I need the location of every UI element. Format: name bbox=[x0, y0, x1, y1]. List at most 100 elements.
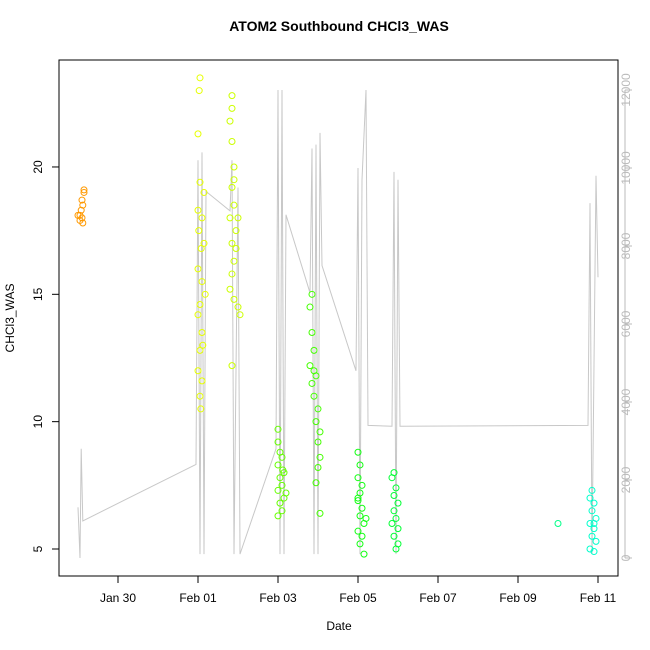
point bbox=[194, 130, 202, 138]
point bbox=[274, 461, 282, 469]
point bbox=[274, 512, 282, 520]
chart-title: ATOM2 Southbound CHCl3_WAS bbox=[229, 18, 449, 34]
point bbox=[308, 290, 316, 298]
point bbox=[590, 499, 598, 507]
point bbox=[232, 244, 240, 252]
point bbox=[226, 117, 234, 125]
point bbox=[310, 392, 318, 400]
point bbox=[228, 270, 236, 278]
point bbox=[226, 214, 234, 222]
point bbox=[234, 303, 242, 311]
x-tick-label: Jan 30 bbox=[100, 591, 136, 605]
point bbox=[226, 285, 234, 293]
point bbox=[588, 507, 596, 515]
point bbox=[354, 494, 362, 502]
y-tick-label: 10 bbox=[31, 415, 45, 429]
point bbox=[586, 520, 594, 528]
point bbox=[356, 461, 364, 469]
point bbox=[314, 405, 322, 413]
point bbox=[316, 428, 324, 436]
point bbox=[360, 550, 368, 558]
y2-tick-label: 10000 bbox=[619, 151, 633, 185]
point bbox=[358, 504, 366, 512]
point bbox=[586, 494, 594, 502]
point bbox=[282, 489, 290, 497]
y-tick-label: 20 bbox=[31, 160, 45, 174]
point bbox=[316, 453, 324, 461]
point bbox=[390, 507, 398, 515]
x-tick-label: Feb 03 bbox=[259, 591, 297, 605]
point bbox=[234, 214, 242, 222]
point bbox=[78, 196, 86, 204]
point bbox=[198, 377, 206, 385]
point bbox=[354, 474, 362, 482]
point bbox=[228, 183, 236, 191]
x-axis-label: Date bbox=[326, 619, 352, 633]
point bbox=[196, 392, 204, 400]
point bbox=[394, 525, 402, 533]
point bbox=[230, 176, 238, 184]
y-axis-label: CHCl3_WAS bbox=[3, 284, 17, 353]
point bbox=[194, 265, 202, 273]
point bbox=[196, 178, 204, 186]
point bbox=[274, 438, 282, 446]
y2-tick-label: 4000 bbox=[619, 388, 633, 415]
point bbox=[310, 367, 318, 375]
point bbox=[278, 481, 286, 489]
point bbox=[228, 362, 236, 370]
point bbox=[200, 188, 208, 196]
point bbox=[354, 448, 362, 456]
point bbox=[274, 486, 282, 494]
point bbox=[228, 138, 236, 146]
point bbox=[228, 239, 236, 247]
point bbox=[588, 532, 596, 540]
point bbox=[388, 520, 396, 528]
point bbox=[310, 346, 318, 354]
point bbox=[276, 474, 284, 482]
point bbox=[356, 540, 364, 548]
point bbox=[392, 484, 400, 492]
point bbox=[236, 311, 244, 319]
point bbox=[194, 367, 202, 375]
point bbox=[590, 520, 598, 528]
y2-tick-label: 12000 bbox=[619, 73, 633, 107]
point bbox=[588, 486, 596, 494]
point bbox=[74, 211, 82, 219]
y2-tick-label: 6000 bbox=[619, 310, 633, 337]
y-tick-label: 15 bbox=[31, 287, 45, 301]
point bbox=[312, 418, 320, 426]
plot-box bbox=[58, 59, 619, 577]
point bbox=[230, 257, 238, 265]
point bbox=[196, 74, 204, 82]
point bbox=[201, 290, 209, 298]
point bbox=[198, 214, 206, 222]
point bbox=[316, 509, 324, 517]
point bbox=[356, 512, 364, 520]
point bbox=[80, 186, 88, 194]
point bbox=[308, 329, 316, 337]
point bbox=[390, 492, 398, 500]
point bbox=[198, 278, 206, 286]
point bbox=[306, 303, 314, 311]
x-tick-label: Feb 09 bbox=[499, 591, 537, 605]
point bbox=[199, 341, 207, 349]
point bbox=[590, 548, 598, 556]
point bbox=[194, 311, 202, 319]
point bbox=[79, 201, 87, 209]
point bbox=[388, 474, 396, 482]
point bbox=[278, 453, 286, 461]
point bbox=[312, 479, 320, 487]
point bbox=[279, 466, 287, 474]
point bbox=[195, 227, 203, 235]
point bbox=[554, 520, 562, 528]
point bbox=[200, 239, 208, 247]
point bbox=[278, 507, 286, 515]
point bbox=[354, 497, 362, 505]
point bbox=[198, 329, 206, 337]
point bbox=[390, 532, 398, 540]
point bbox=[314, 438, 322, 446]
point bbox=[354, 527, 362, 535]
